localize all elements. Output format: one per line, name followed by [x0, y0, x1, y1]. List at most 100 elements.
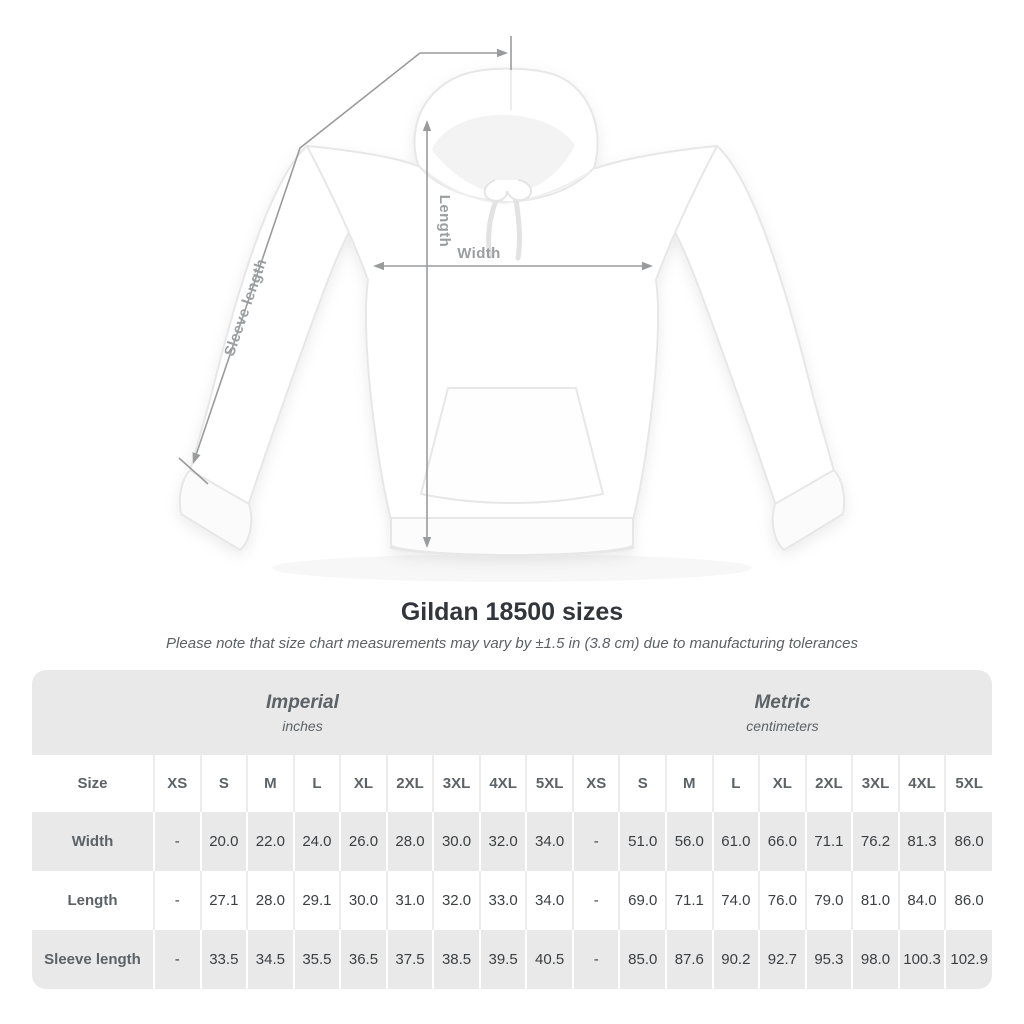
measurement-value-cell: 22.0 — [246, 812, 294, 871]
measurement-value-cell: 100.3 — [897, 930, 946, 989]
size-header-row: Size XS S M L XL 2XL 3XL 4XL 5XL XS S M L XL 2XL 3XL 4XL 5… — [32, 755, 992, 812]
measurement-value-cell: 29.1 — [292, 871, 341, 930]
hoodie-illustration: Width Length Sleeve length — [178, 36, 846, 582]
measurement-value-cell: 35.5 — [292, 930, 341, 989]
size-header-cell: Size — [32, 755, 154, 812]
measurement-value-cell: 81.0 — [851, 871, 899, 930]
measurement-value-cell: 51.0 — [618, 812, 667, 871]
size-column-header: S — [618, 755, 667, 812]
measurement-value-cell: 92.7 — [758, 930, 806, 989]
metric-unit: centimeters — [746, 717, 819, 734]
measurement-row-sleeve-length: Sleeve length -33.5 34.5 35.5 36.5 37.5 38.5 39… — [32, 930, 992, 989]
measurement-value-cell: 90.2 — [711, 930, 760, 989]
size-column-header: 4XL — [478, 755, 527, 812]
measurement-value-cell: 32.0 — [432, 871, 480, 930]
measurement-value-cell: 71.1 — [665, 871, 713, 930]
row-label-cell: Length — [32, 871, 154, 930]
measurement-value-cell: - — [571, 871, 620, 930]
size-column-header: XS — [153, 755, 201, 812]
measurement-value-cell: 86.0 — [944, 812, 992, 871]
measurement-value-cell: 27.1 — [199, 871, 248, 930]
measurement-value-cell: - — [153, 930, 201, 989]
measurement-value-cell: - — [571, 812, 620, 871]
measurement-value-cell: 28.0 — [246, 871, 294, 930]
measurement-value-cell: 98.0 — [851, 930, 899, 989]
width-label: Width — [457, 245, 501, 262]
measurement-value-cell: 39.5 — [478, 930, 527, 989]
measurement-value-cell: 24.0 — [292, 812, 341, 871]
row-label-cell: Width — [32, 812, 154, 871]
size-column-header: 2XL — [385, 755, 434, 812]
measurement-value-cell: 69.0 — [618, 871, 667, 930]
measurement-value-cell: 26.0 — [339, 812, 387, 871]
page-title: Gildan 18500 sizes — [400, 598, 624, 626]
measurement-value-cell: - — [153, 871, 201, 930]
measurement-value-cell: 76.2 — [851, 812, 899, 871]
measurement-value-cell: 28.0 — [385, 812, 434, 871]
measurement-value-cell: 102.9 — [944, 930, 992, 989]
measurement-value-cell: 38.5 — [432, 930, 480, 989]
measurement-value-cell: - — [571, 930, 620, 989]
unit-header-row: Imperial inches Metric centimeters — [32, 670, 992, 755]
measurement-value-cell: 33.5 — [199, 930, 248, 989]
size-column-header: L — [292, 755, 341, 812]
size-column-header: XL — [758, 755, 806, 812]
measurement-value-cell: 20.0 — [199, 812, 248, 871]
size-column-header: XS — [571, 755, 620, 812]
collar-seam — [423, 169, 591, 205]
size-column-header: L — [711, 755, 760, 812]
measurement-value-cell: 40.5 — [525, 930, 573, 989]
drawstrings — [486, 195, 522, 261]
imperial-header: Imperial — [266, 691, 339, 713]
measurement-value-cell: 95.3 — [804, 930, 853, 989]
size-column-header: M — [246, 755, 294, 812]
measurement-value-cell: 34.5 — [246, 930, 294, 989]
size-column-header: 3XL — [851, 755, 899, 812]
ground-shadow — [272, 554, 752, 582]
measurement-row-width: Width -20.0 22.0 24.0 26.0 28.0 30.0 32.0 34.0-5… — [32, 812, 992, 871]
measurement-value-cell: 71.1 — [804, 812, 853, 871]
size-column-header: S — [199, 755, 248, 812]
measurement-value-cell: 56.0 — [665, 812, 713, 871]
measurement-value-cell: 74.0 — [711, 871, 760, 930]
measurement-value-cell: 84.0 — [897, 871, 946, 930]
hoodie-left-cuff — [178, 469, 253, 551]
size-column-header: M — [665, 755, 713, 812]
measurement-value-cell: 30.0 — [432, 812, 480, 871]
size-chart: Imperial inches Metric centimeters Size X… — [32, 670, 992, 989]
measurement-value-cell: 87.6 — [665, 930, 713, 989]
sleeve-length-arrow — [178, 36, 512, 485]
measurement-value-cell: 34.0 — [525, 812, 573, 871]
hoodie-right-cuff — [771, 469, 846, 551]
drawstring-knot — [483, 179, 533, 202]
size-table-tbody: Imperial inches Metric centimeters Size X… — [32, 670, 992, 989]
size-table: Imperial inches Metric centimeters Size X… — [32, 670, 992, 989]
size-column-header: 2XL — [804, 755, 853, 812]
size-column-header: 4XL — [897, 755, 946, 812]
hood-interior — [432, 114, 575, 196]
imperial-unit: inches — [282, 717, 323, 734]
size-column-header: 5XL — [944, 755, 992, 812]
row-label-cell: Sleeve length — [32, 930, 154, 989]
hoodie-hem — [390, 517, 634, 556]
measurement-value-cell: 81.3 — [897, 812, 946, 871]
imperial-header-cell: Imperial inches — [32, 670, 573, 755]
measurement-value-cell: 31.0 — [385, 871, 434, 930]
measurement-row-length: Length -27.1 28.0 29.1 30.0 31.0 32.0 33.0 34.0-… — [32, 871, 992, 930]
length-label: Length — [436, 195, 453, 247]
width-arrow — [373, 261, 653, 271]
hoodie-pocket — [420, 387, 604, 504]
metric-header: Metric — [754, 691, 811, 713]
measurement-value-cell: - — [153, 812, 201, 871]
measurement-value-cell: 66.0 — [758, 812, 806, 871]
metric-header-cell: Metric centimeters — [572, 670, 992, 755]
measurement-value-cell: 85.0 — [618, 930, 667, 989]
size-column-header: 5XL — [525, 755, 573, 812]
length-arrow — [422, 120, 432, 548]
measurement-value-cell: 37.5 — [385, 930, 434, 989]
measurement-value-cell: 32.0 — [478, 812, 527, 871]
size-column-header: 3XL — [432, 755, 480, 812]
measurement-value-cell: 33.0 — [478, 871, 527, 930]
measurement-value-cell: 61.0 — [711, 812, 760, 871]
tolerance-note: Please note that size chart measurements… — [166, 635, 858, 652]
